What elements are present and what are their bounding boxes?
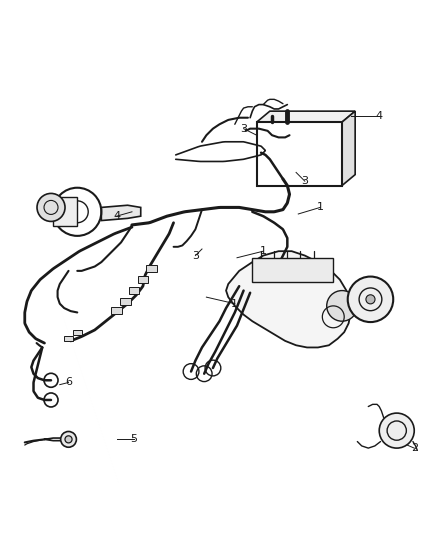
Text: 1: 1 — [259, 246, 266, 256]
Text: 1: 1 — [231, 298, 238, 309]
Bar — [129, 287, 139, 294]
Bar — [120, 298, 131, 305]
Bar — [138, 276, 148, 283]
Text: 1: 1 — [316, 203, 323, 213]
Polygon shape — [256, 111, 354, 122]
Bar — [53, 197, 77, 226]
Text: 4: 4 — [113, 211, 120, 221]
Bar — [111, 307, 122, 314]
Circle shape — [254, 261, 267, 272]
Polygon shape — [226, 251, 350, 348]
Bar — [252, 258, 332, 282]
Text: 4: 4 — [375, 110, 382, 120]
Circle shape — [326, 290, 357, 321]
Circle shape — [307, 261, 319, 272]
Text: 3: 3 — [240, 124, 247, 134]
Circle shape — [378, 413, 413, 448]
Bar — [256, 122, 341, 185]
Text: 5: 5 — [131, 434, 138, 445]
Text: 2: 2 — [410, 443, 417, 453]
Bar — [146, 265, 156, 272]
Circle shape — [293, 261, 306, 272]
Polygon shape — [101, 205, 141, 221]
Text: 3: 3 — [191, 251, 198, 261]
Circle shape — [281, 261, 293, 272]
Polygon shape — [341, 111, 354, 185]
Text: 3: 3 — [300, 176, 307, 186]
Bar — [64, 336, 73, 341]
Bar — [73, 329, 81, 335]
Circle shape — [268, 261, 280, 272]
Circle shape — [347, 277, 392, 322]
Circle shape — [365, 295, 374, 304]
Circle shape — [37, 193, 65, 221]
Text: 6: 6 — [65, 377, 72, 387]
Circle shape — [65, 436, 72, 443]
Circle shape — [60, 432, 76, 447]
